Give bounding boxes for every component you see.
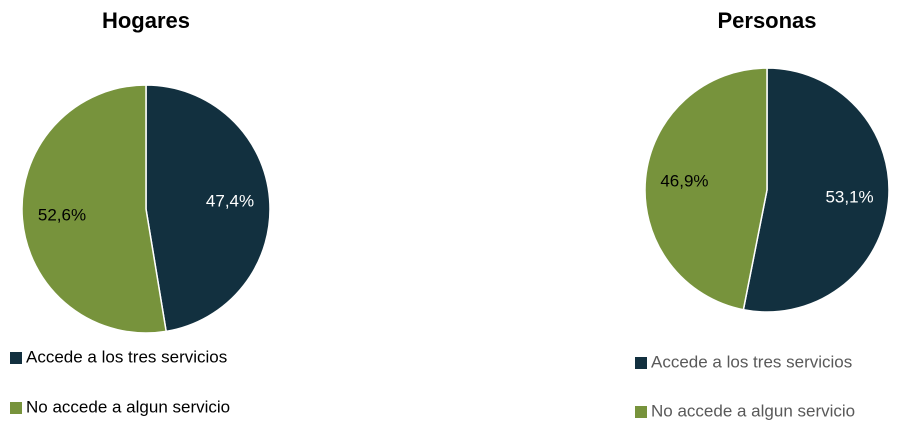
legend-swatch [10,402,22,414]
legend-swatch [635,406,647,418]
pie-slice [145,84,271,333]
chart-title: Personas [717,8,816,33]
chart-title: Hogares [102,8,190,33]
legend-swatch [10,352,22,364]
data-label: 47,4% [206,192,254,211]
data-label: 52,6% [38,205,86,224]
legend-swatch [635,357,647,369]
legend-label: Accede a los tres servicios [26,347,227,366]
legend-label: Accede a los tres servicios [651,352,852,371]
data-label: 53,1% [825,188,873,207]
legend-label: No accede a algun servicio [651,401,855,420]
data-label: 46,9% [660,171,708,190]
pie-slice [21,84,168,334]
legend-label: No accede a algun servicio [26,397,230,416]
pie-slice [644,67,768,311]
pie-slice [742,67,890,313]
